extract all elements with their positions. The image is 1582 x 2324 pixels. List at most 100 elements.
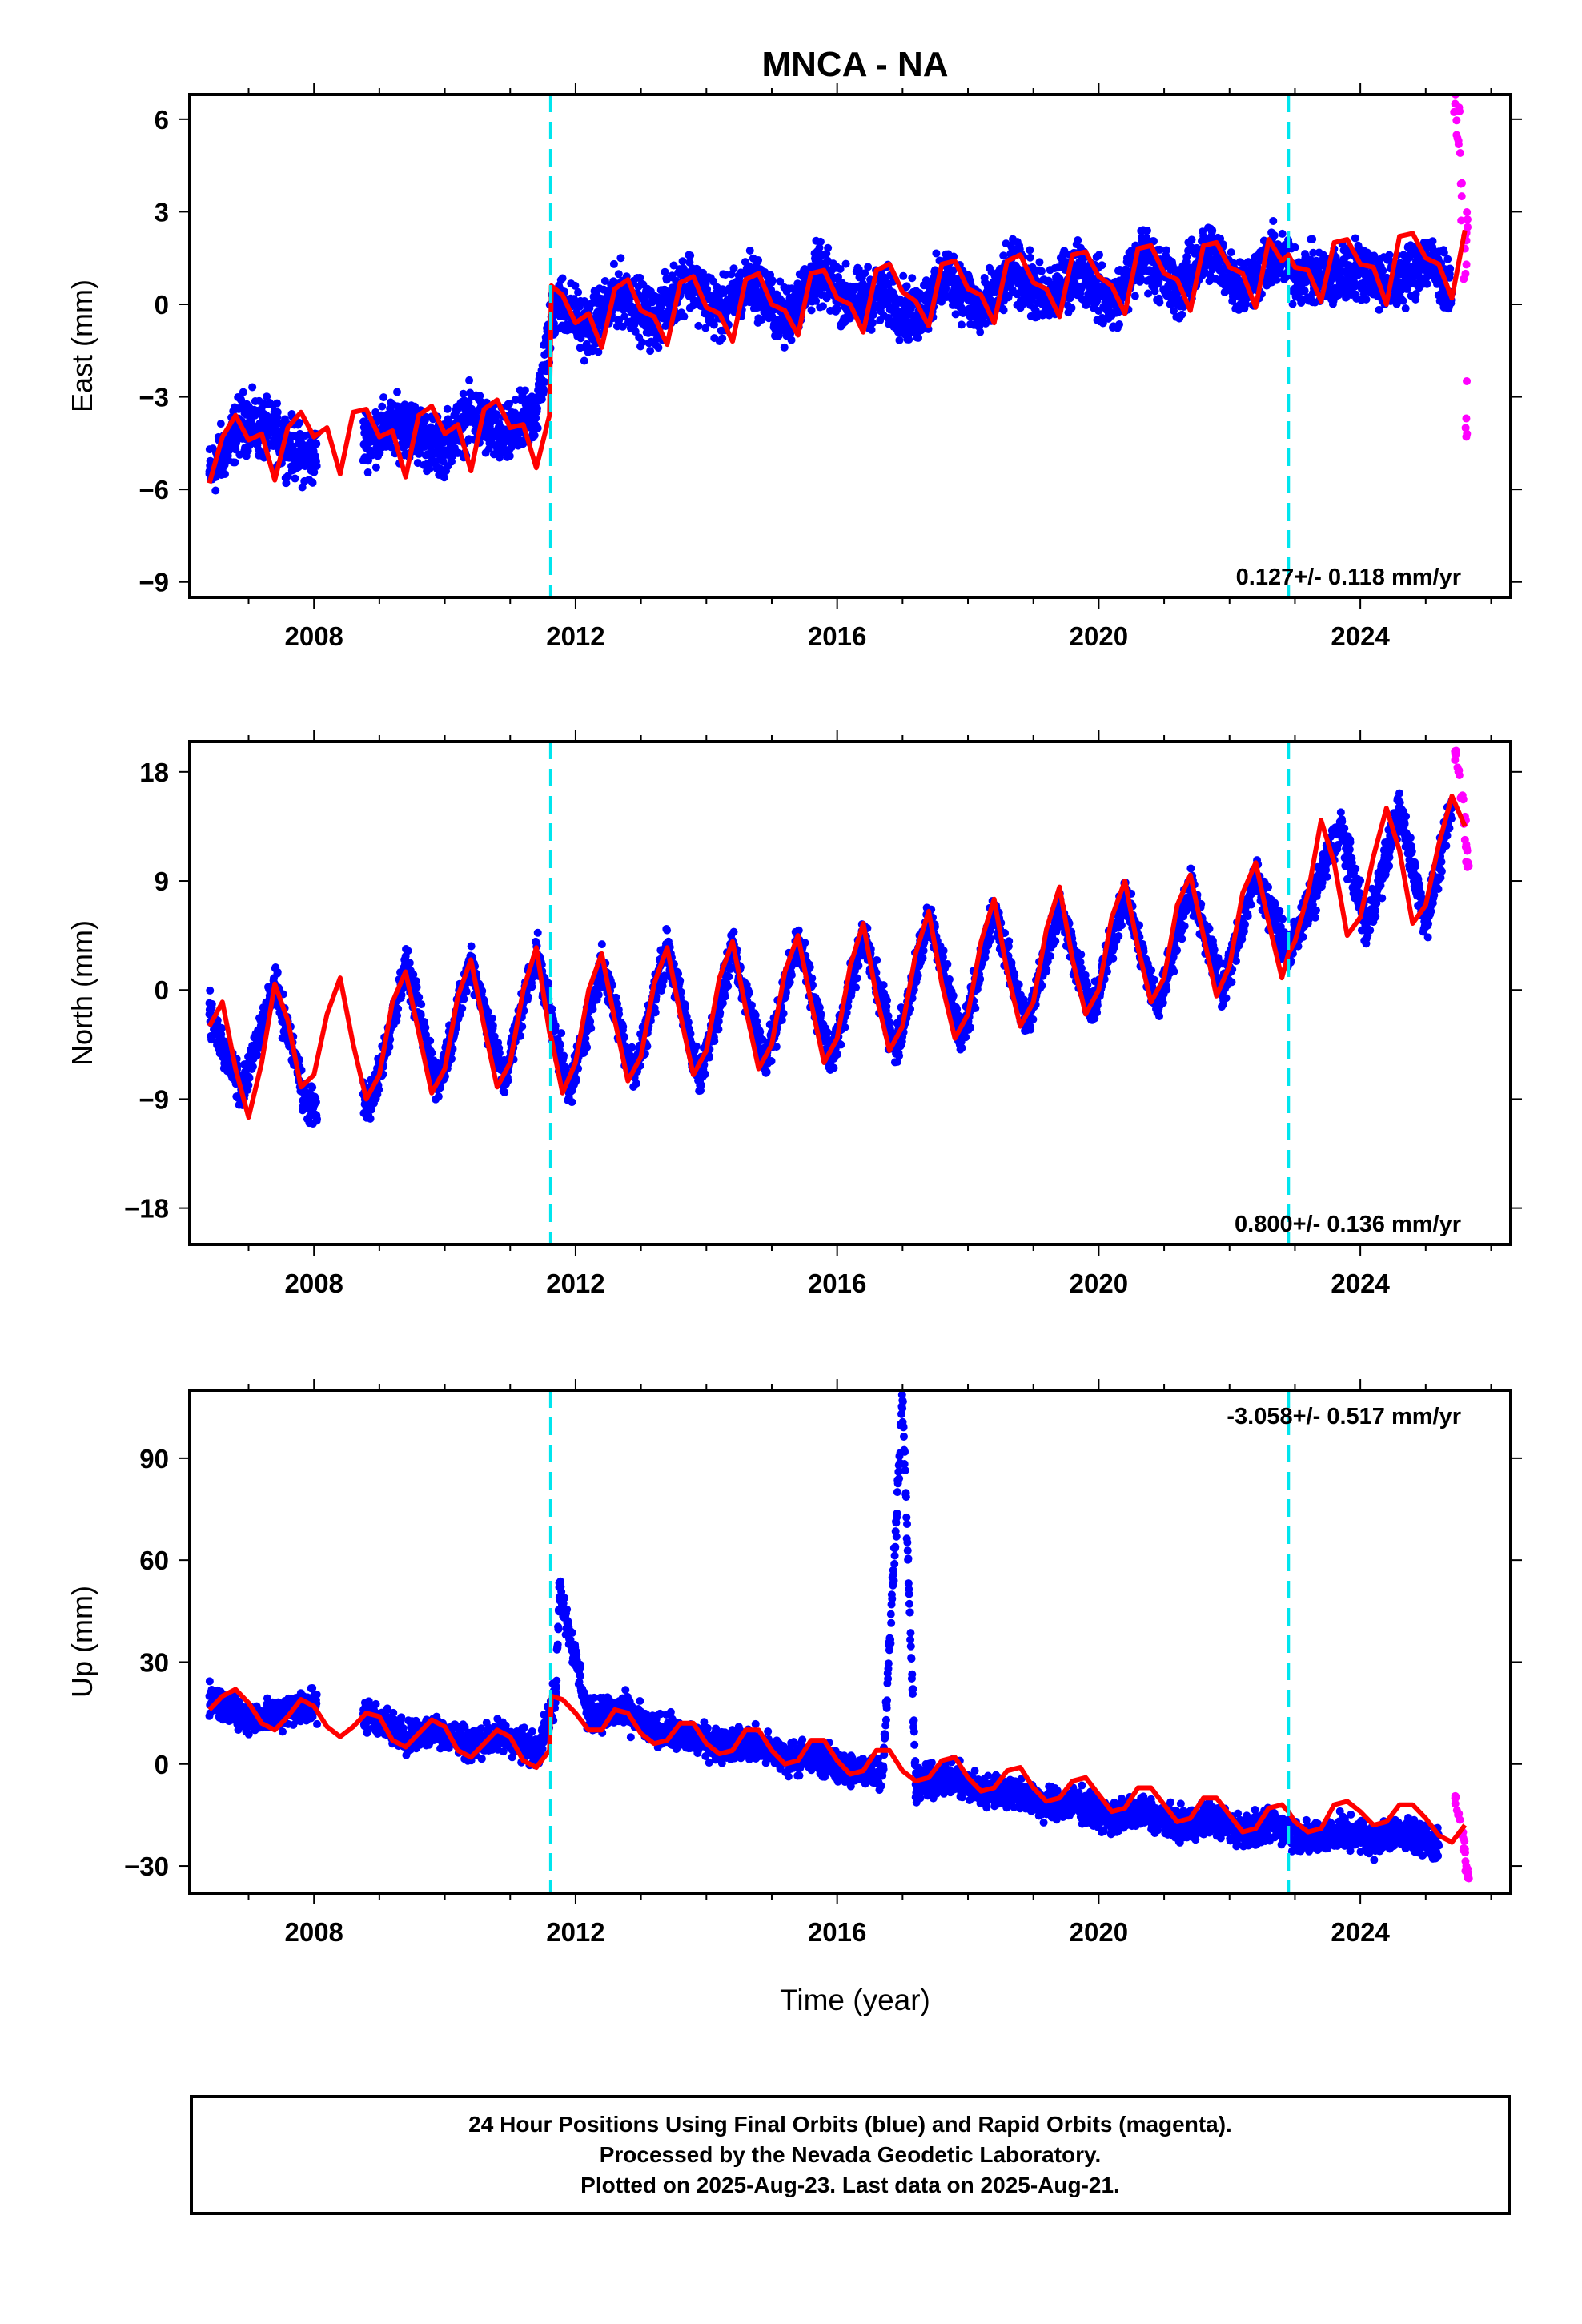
final-point	[694, 321, 703, 330]
final-point	[864, 263, 873, 271]
final-point	[1140, 251, 1149, 259]
y-tick-label: 6	[155, 105, 169, 135]
final-point	[1309, 248, 1318, 257]
final-point	[818, 302, 827, 311]
final-point	[283, 472, 292, 480]
y-axis-label: East (mm)	[66, 279, 98, 412]
y-tick-label: 3	[155, 197, 169, 227]
final-point	[412, 983, 421, 991]
final-point	[1278, 229, 1287, 238]
final-point	[231, 458, 239, 467]
final-point	[478, 987, 487, 995]
final-point	[312, 440, 321, 448]
final-point	[552, 294, 560, 303]
final-point	[631, 327, 640, 336]
final-point	[1288, 300, 1297, 308]
final-point	[1142, 233, 1150, 242]
final-point	[774, 329, 783, 338]
final-point	[415, 993, 424, 1002]
final-point	[308, 478, 317, 487]
final-point	[1142, 226, 1151, 235]
rapid-point	[1457, 216, 1466, 225]
final-point	[273, 399, 282, 408]
final-point	[1136, 274, 1145, 283]
final-point	[686, 251, 695, 260]
final-point	[434, 445, 443, 454]
final-point	[453, 406, 462, 415]
rapid-point	[1452, 116, 1461, 125]
final-point	[460, 995, 468, 1003]
final-point	[532, 414, 540, 423]
final-point	[678, 257, 687, 266]
final-point	[378, 402, 387, 411]
final-point	[467, 411, 476, 420]
final-point	[312, 461, 321, 470]
final-point	[216, 420, 225, 428]
final-point	[950, 252, 958, 261]
final-point	[721, 270, 730, 279]
final-point	[1379, 267, 1387, 275]
final-point	[780, 343, 789, 352]
final-point	[1038, 267, 1046, 275]
final-point	[245, 1074, 254, 1083]
final-point	[618, 322, 627, 331]
final-point	[412, 977, 420, 986]
final-point	[905, 335, 913, 344]
final-point	[1428, 237, 1437, 246]
model-curve	[207, 229, 1468, 485]
final-point	[833, 304, 841, 313]
final-point	[1082, 301, 1090, 310]
final-point	[467, 942, 476, 951]
final-point	[409, 970, 418, 979]
final-point	[588, 347, 597, 356]
final-point	[311, 1098, 320, 1107]
final-point	[416, 1011, 425, 1019]
final-point	[617, 287, 626, 296]
final-point	[616, 254, 625, 263]
final-point	[580, 296, 589, 305]
final-point	[977, 309, 986, 318]
final-point	[1331, 253, 1340, 262]
final-point	[1035, 258, 1044, 267]
final-point	[363, 468, 372, 477]
final-point	[1144, 289, 1153, 298]
final-point	[1178, 310, 1186, 319]
rapid-point	[1463, 215, 1472, 224]
final-point	[932, 249, 941, 258]
final-point	[1095, 251, 1104, 259]
final-point	[1270, 231, 1279, 240]
rapid-point	[1462, 432, 1471, 441]
final-point	[709, 277, 718, 286]
final-point	[428, 1048, 436, 1057]
final-point	[768, 276, 777, 285]
final-point	[1187, 235, 1196, 244]
final-point	[1067, 304, 1076, 312]
final-points	[205, 789, 1456, 1128]
x-tick-label: 2008	[284, 621, 343, 651]
rapid-point	[1456, 148, 1464, 157]
final-point	[669, 261, 678, 270]
final-point	[371, 463, 380, 472]
final-point	[600, 276, 609, 285]
rapid-point	[1456, 179, 1465, 188]
final-point	[1150, 237, 1158, 246]
final-point	[1107, 300, 1116, 308]
final-point	[394, 1004, 403, 1013]
final-point	[1182, 252, 1191, 261]
final-point	[757, 316, 766, 324]
final-point	[422, 1031, 431, 1039]
y-tick-label: −3	[139, 383, 169, 412]
final-point	[310, 468, 319, 476]
final-point	[385, 1043, 394, 1051]
final-point	[571, 281, 580, 290]
final-point	[375, 1085, 383, 1094]
rapid-point	[1461, 269, 1470, 278]
final-point	[951, 310, 960, 319]
final-point	[976, 328, 985, 336]
final-point	[273, 408, 282, 416]
final-point	[271, 429, 279, 438]
final-point	[1291, 243, 1299, 251]
final-point	[908, 274, 917, 283]
final-point	[417, 1000, 426, 1009]
